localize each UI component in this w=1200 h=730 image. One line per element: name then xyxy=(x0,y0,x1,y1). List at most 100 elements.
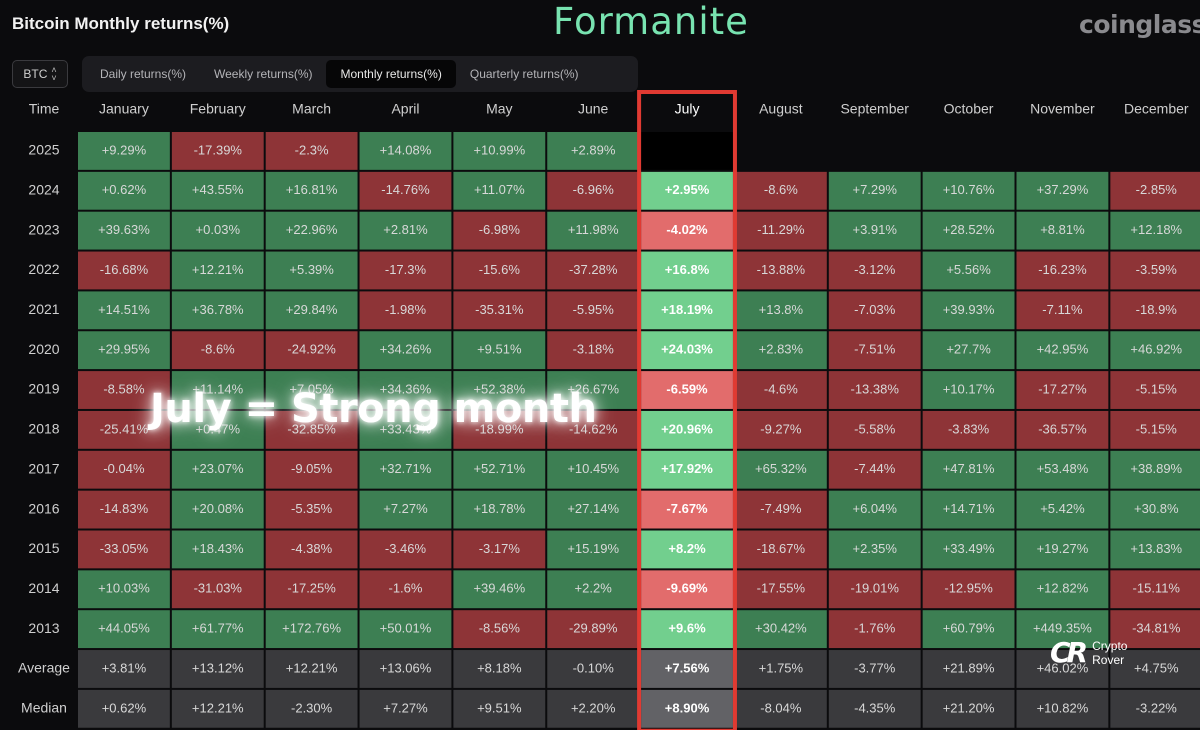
cell-value: -33.05% xyxy=(100,541,149,556)
cell-value: +53.48% xyxy=(1037,461,1089,476)
cell-value: +5.42% xyxy=(1040,501,1085,516)
heatmap-cell xyxy=(265,570,358,609)
heatmap-cell xyxy=(359,530,452,569)
cell-value: +8.18% xyxy=(477,660,522,675)
cell-value: +29.95% xyxy=(98,342,150,357)
cell-value: -15.6% xyxy=(479,262,521,277)
column-header-march: March xyxy=(292,101,331,117)
heatmap-cell xyxy=(1016,410,1109,449)
heatmap-cell xyxy=(734,410,827,449)
cell-value: -11.29% xyxy=(757,222,805,237)
heatmap-cell xyxy=(171,490,264,529)
heatmap-cell xyxy=(1016,211,1109,250)
cell-value: +10.17% xyxy=(943,381,995,396)
cell-value: +10.45% xyxy=(567,461,619,476)
cell-value: +2.95% xyxy=(665,182,710,197)
cell-value: +10.82% xyxy=(1037,700,1089,715)
page-title: Bitcoin Monthly returns(%) xyxy=(12,14,230,33)
cell-value: +2.81% xyxy=(383,222,428,237)
cell-value: -17.3% xyxy=(385,262,427,277)
heatmap-cell xyxy=(547,410,640,449)
cell-value: +21.89% xyxy=(943,660,995,675)
cell-value: -2.85% xyxy=(1136,182,1178,197)
cell-value: +12.18% xyxy=(1130,222,1182,237)
heatmap-cell xyxy=(547,171,640,210)
heatmap-cell xyxy=(171,371,264,409)
tab-daily-returns[interactable]: Daily returns(%) xyxy=(100,67,187,81)
heatmap-cell xyxy=(734,251,827,290)
cell-value: +3.81% xyxy=(102,660,147,675)
heatmap-cell xyxy=(1110,450,1200,489)
cell-value: +1.75% xyxy=(759,660,804,675)
heatmap-cell xyxy=(1110,331,1200,370)
cell-value: -13.38% xyxy=(851,381,900,396)
row-label-2020: 2020 xyxy=(28,341,59,357)
heatmap-cell xyxy=(1110,211,1200,250)
cell-value: +7.56% xyxy=(665,660,710,675)
cell-value: +18.78% xyxy=(473,501,525,516)
heatmap-cell xyxy=(547,211,640,250)
cell-value: -7.51% xyxy=(854,342,896,357)
cell-value: +42.95% xyxy=(1037,342,1089,357)
chevron-updown-icon: ˄ ˅ xyxy=(51,65,57,83)
cell-value: +0.47% xyxy=(196,421,241,436)
cell-value: +0.62% xyxy=(102,700,147,715)
tab-quarterly-returns[interactable]: Quarterly returns(%) xyxy=(469,67,579,81)
heatmap-cell xyxy=(171,650,264,688)
cell-value: -5.58% xyxy=(854,421,896,436)
cell-value: +47.81% xyxy=(943,461,995,476)
heatmap-cell xyxy=(265,251,358,290)
heatmap-cell xyxy=(265,211,358,250)
cell-value: +13.06% xyxy=(380,660,432,675)
heatmap-cell xyxy=(641,570,733,609)
cell-value: -3.59% xyxy=(1136,262,1178,277)
heatmap-cell xyxy=(78,450,170,489)
cell-value: +11.14% xyxy=(192,381,243,396)
heatmap-cell xyxy=(922,450,1015,489)
column-header-february: February xyxy=(190,101,246,117)
heatmap-cell xyxy=(1110,530,1200,569)
heatmap-cell xyxy=(171,530,264,569)
heatmap-cell xyxy=(922,291,1015,330)
cell-value: +13.8% xyxy=(759,302,804,317)
heatmap-cell xyxy=(359,171,452,210)
cell-value: -7.03% xyxy=(854,302,896,317)
asset-select-value: BTC xyxy=(23,67,48,81)
cell-value: +38.89% xyxy=(1130,461,1182,476)
tab-weekly-returns[interactable]: Weekly returns(%) xyxy=(214,67,313,81)
heatmap-cell xyxy=(734,650,827,688)
tab-monthly-returns[interactable]: Monthly returns(%) xyxy=(326,60,456,88)
heatmap-cell xyxy=(171,291,264,330)
heatmap-cell xyxy=(734,291,827,330)
cell-value: +16.81% xyxy=(286,182,338,197)
heatmap-cell xyxy=(641,450,733,489)
cell-value: -37.28% xyxy=(569,262,618,277)
cell-value: -8.58% xyxy=(103,381,145,396)
heatmap-cell xyxy=(453,371,546,409)
cell-value: -16.23% xyxy=(1038,262,1087,277)
heatmap-cell xyxy=(641,211,733,250)
cell-value: +27.7% xyxy=(946,342,991,357)
heatmap-cell xyxy=(922,251,1015,290)
cell-value: -16.68% xyxy=(100,262,149,277)
cell-value: -3.12% xyxy=(854,262,896,277)
heatmap-cell xyxy=(78,211,170,250)
cell-value: -3.77% xyxy=(854,660,896,675)
column-header-april: April xyxy=(391,101,419,117)
heatmap-cell xyxy=(78,251,170,290)
heatmap-cell xyxy=(922,530,1015,569)
row-label-2024: 2024 xyxy=(28,181,59,197)
heatmap-cell xyxy=(547,530,640,569)
heatmap-cell xyxy=(78,610,170,649)
cell-value: +10.03% xyxy=(98,581,150,596)
heatmap-cell xyxy=(171,610,264,649)
heatmap-cell xyxy=(828,291,921,330)
row-label-2018: 2018 xyxy=(28,421,59,437)
heatmap-cell xyxy=(78,410,170,449)
cell-value: +39.93% xyxy=(943,302,995,317)
cell-value: +14.71% xyxy=(943,501,995,516)
cell-value: +10.99% xyxy=(473,142,525,157)
cell-value: +52.38% xyxy=(473,381,525,396)
cell-value: -18.99% xyxy=(475,421,524,436)
asset-select[interactable]: BTC ˄ ˅ xyxy=(12,60,68,88)
